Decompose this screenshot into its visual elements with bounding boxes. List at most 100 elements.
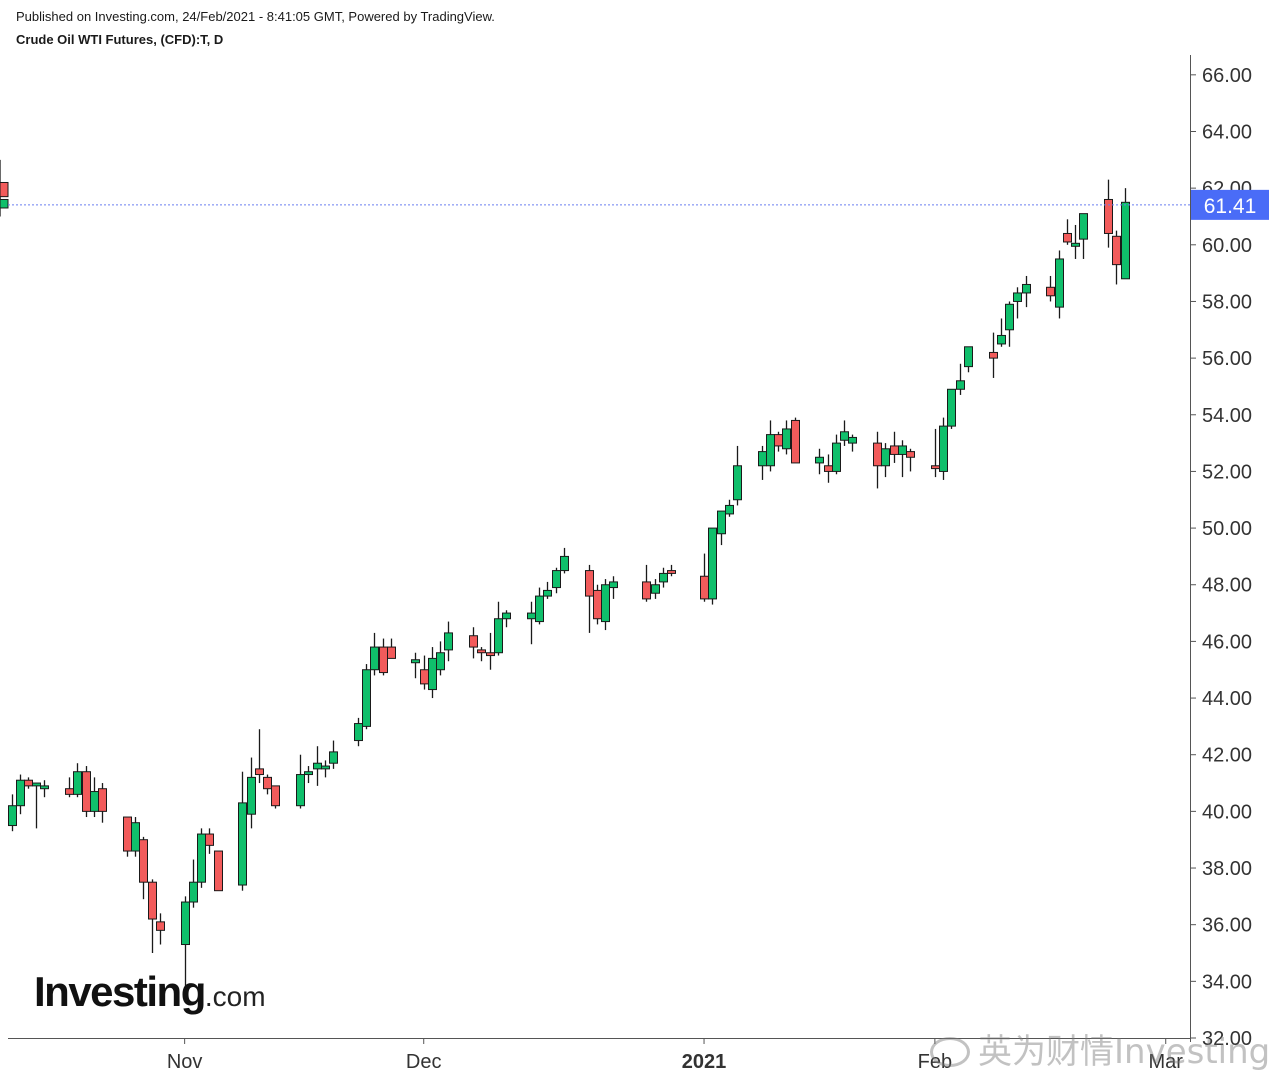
candle-body-up [189, 881, 198, 903]
candle-body-up [428, 657, 437, 691]
candle-body-up [1079, 213, 1088, 240]
candle-body-down [156, 921, 165, 931]
candle-body-up [362, 669, 371, 727]
candle-body-down [82, 771, 91, 812]
candle-body-down [824, 465, 833, 472]
candle [774, 431, 783, 452]
candle-body-up [436, 652, 445, 671]
candle [90, 777, 99, 818]
candle [758, 445, 767, 480]
candle [1104, 179, 1113, 248]
published-note: Published on Investing.com, 24/Feb/2021 … [16, 9, 495, 24]
candle [733, 445, 742, 506]
price-tick-label: 48.00 [1202, 575, 1252, 597]
candle [420, 655, 429, 690]
candle-body-down [890, 445, 899, 455]
candle [65, 777, 74, 798]
candle [1063, 219, 1072, 245]
candle-body-up [40, 785, 49, 790]
last-price-marker: 61.41 [8, 189, 1269, 220]
candle-body-down [642, 581, 651, 600]
candle [181, 896, 190, 996]
candle-body-down [1063, 232, 1072, 243]
candle-body-up [840, 431, 849, 441]
time-tick-label: Mar [1148, 1051, 1183, 1073]
candle-body-up [601, 584, 610, 623]
candle [717, 510, 726, 546]
candle-body-up [939, 425, 948, 472]
candle [428, 647, 437, 699]
candle [552, 567, 561, 594]
candle [593, 584, 602, 625]
last-price-badge [1191, 189, 1269, 220]
candle-body-up [32, 782, 41, 787]
candle-body-up [8, 805, 17, 827]
candle-body-up [997, 334, 1006, 345]
price-tick-label: 42.00 [1202, 745, 1252, 767]
candle-body-up [766, 434, 775, 467]
candle [1005, 301, 1014, 347]
candle [139, 836, 148, 900]
candle-body-up [552, 570, 561, 589]
candle-body-down [931, 465, 940, 470]
candle [667, 564, 676, 577]
candle-body-down [24, 779, 33, 787]
price-tick-label: 54.00 [1202, 405, 1252, 427]
candle-body-down [271, 785, 280, 807]
candle [939, 417, 948, 480]
candle [535, 587, 544, 625]
candle-body-up [758, 451, 767, 467]
candle-body-down [1112, 235, 1121, 266]
candle-body-down [387, 646, 396, 659]
candle-body-up [609, 581, 618, 589]
candle [411, 652, 420, 679]
candle [247, 757, 256, 829]
candle [766, 420, 775, 472]
candle-body-up [131, 822, 140, 852]
time-axis: Nov Dec 2021 Feb Mar [8, 1038, 1190, 1073]
candle [329, 740, 338, 769]
logo-brand: Investing [34, 968, 206, 1015]
candle-body-down [791, 419, 800, 464]
candle-body-up [296, 774, 305, 807]
price-tick-label: 38.00 [1202, 858, 1252, 880]
candle [898, 440, 907, 478]
candle-body-up [733, 465, 742, 501]
candle [824, 454, 833, 483]
candle-body-up [1121, 201, 1130, 280]
candle-body-down [420, 669, 429, 685]
candle-body-up [304, 771, 313, 776]
price-tick-label: 34.00 [1202, 971, 1252, 993]
time-tick-label: 2021 [682, 1051, 727, 1073]
candle [0, 196, 9, 217]
price-tick-label: 60.00 [1202, 235, 1252, 257]
candle-body-up [1005, 303, 1014, 331]
candle [642, 564, 651, 602]
candle-body-down [593, 589, 602, 620]
candle-body-up [238, 802, 247, 886]
candle-body-up [947, 388, 956, 427]
candle-body-down [98, 788, 107, 812]
candle [271, 785, 280, 809]
candle [989, 332, 998, 378]
candle [16, 774, 25, 815]
candle [659, 567, 668, 588]
candle-body-down [486, 652, 495, 657]
candle-body-up [651, 584, 660, 594]
candle-body-up [321, 765, 330, 770]
candle [469, 627, 478, 659]
candle [313, 746, 322, 786]
candle [1046, 275, 1055, 302]
candle-body-up [543, 589, 552, 597]
price-tick-label: 36.00 [1202, 915, 1252, 937]
candle-body-down [65, 788, 74, 795]
candle-body-down [906, 451, 915, 458]
candle-body-up [90, 791, 99, 812]
candle [997, 318, 1006, 347]
candle [1112, 230, 1121, 285]
candle [98, 783, 107, 823]
candle [477, 647, 486, 662]
candle-body-down [667, 570, 676, 574]
candle [189, 859, 198, 908]
